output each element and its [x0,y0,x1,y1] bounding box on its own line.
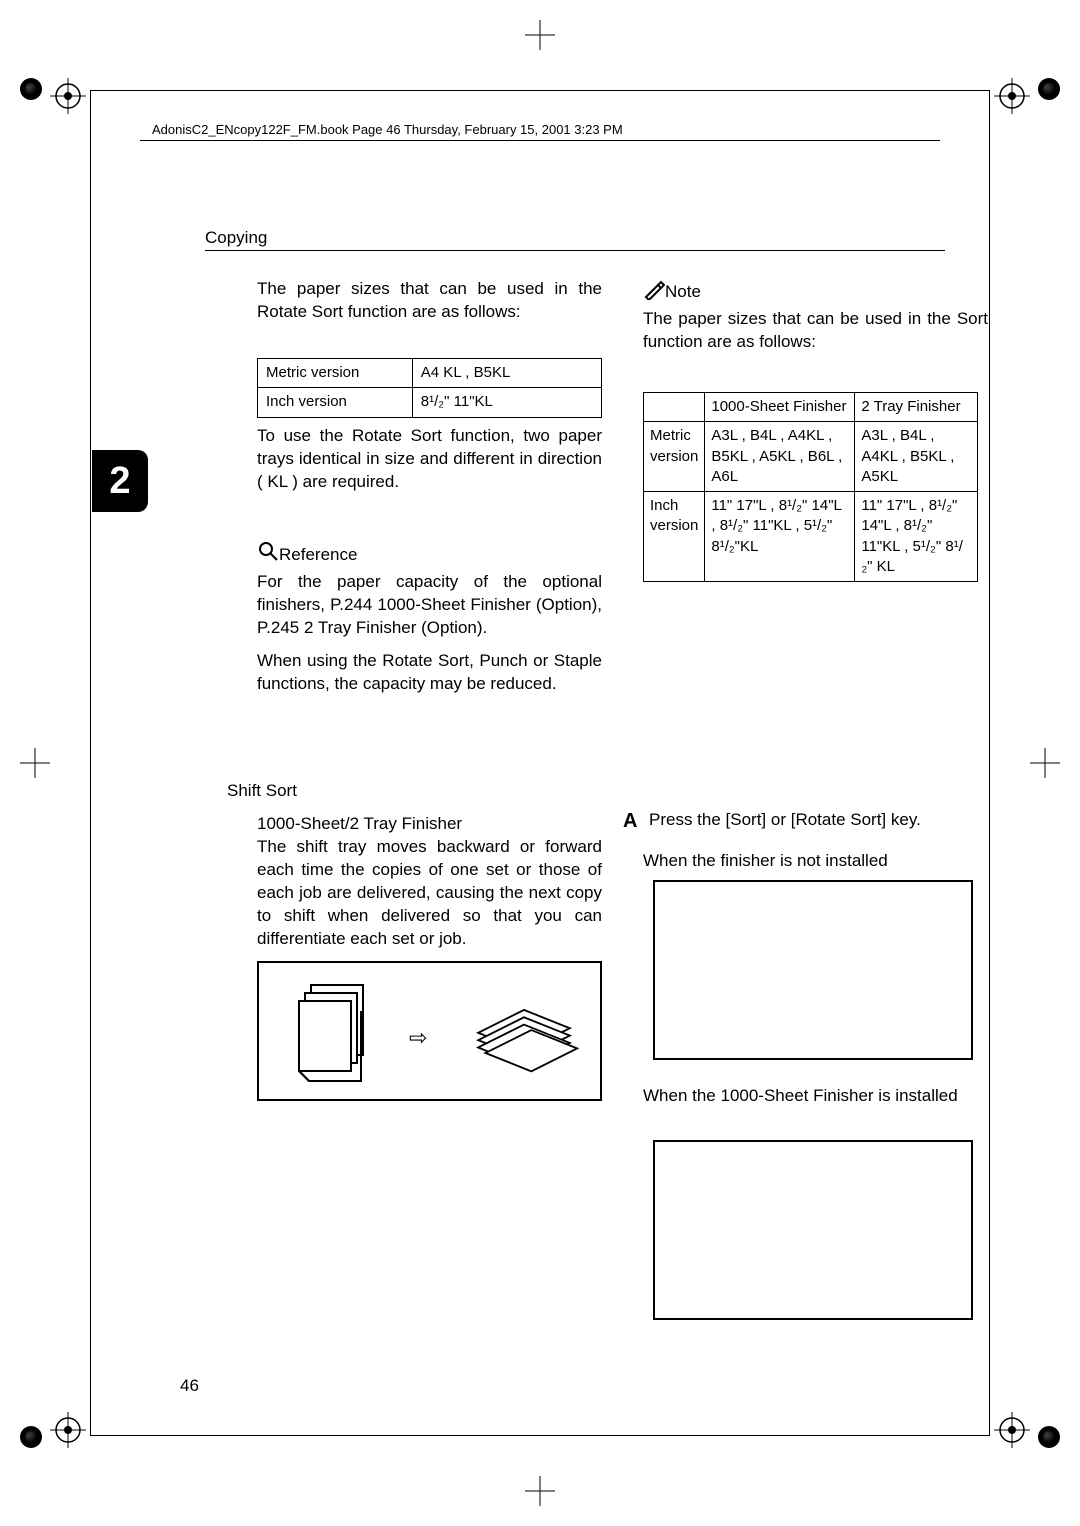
t1-r1c0: Inch version [258,388,413,417]
caption-1: When the finisher is not installed [643,850,988,873]
screenshot-placeholder-2 [653,1140,973,1320]
sort-table: 1000-Sheet Finisher 2 Tray Finisher Metr… [643,392,988,582]
book-header-line: AdonisC2_ENcopy122F_FM.book Page 46 Thur… [152,122,623,137]
page-number: 46 [180,1376,199,1396]
t2-r0c2: A3L , B4L , A4KL , B5KL , A5KL [855,422,978,492]
t2-r1c2: 11" 17"L , 8¹/₂" 14"L , 8¹/₂" 11"KL , 5¹… [855,492,978,582]
note-block: Note The paper sizes that can be used in… [643,278,988,358]
t2-h2: 2 Tray Finisher [855,393,978,422]
step-a: APress the [Sort] or [Rotate Sort] key. [623,808,988,832]
t2-r1c0: Inch version [644,492,705,582]
arrow-right-icon: ⇨ [409,1023,427,1053]
rotate-sort-table: Metric version A4 KL , B5KL Inch version… [257,358,602,418]
t2-r0c0: Metric version [644,422,705,492]
caption-2: When the 1000-Sheet Finisher is installe… [643,1085,988,1108]
crop-line-top [90,90,990,91]
intro-text: The paper sizes that can be used in the … [257,278,602,324]
step-a-icon: A [623,808,645,830]
section-title: Copying [205,228,267,248]
crop-cross-top [525,20,555,50]
registration-mark-bl [50,1412,86,1448]
crop-dot-tl [20,78,42,100]
document-page: { "meta": { "headerline": "AdonisC2_ENco… [0,0,1080,1526]
reference-icon [257,540,279,558]
crop-line-left [90,90,91,1436]
note-heading: Note [665,282,701,301]
shift-sort-body: 1000-Sheet/2 Tray Finisher The shift tra… [227,813,602,951]
t2-h0 [644,393,705,422]
reference-heading: Reference [279,545,357,564]
note-body: The paper sizes that can be used in the … [643,308,988,354]
t1-r0c0: Metric version [258,359,413,388]
t2-r1c1: 11" 17"L , 8¹/₂" 14"L , 8¹/₂" 11"KL , 5¹… [705,492,855,582]
reference-body-2: When using the Rotate Sort, Punch or Sta… [257,650,602,696]
crop-dot-tr [1038,78,1060,100]
crop-dot-bl [20,1426,42,1448]
t2-r0c1: A3L , B4L , A4KL , B5KL , A5KL , B6L , A… [705,422,855,492]
paper-stack-before-icon [289,977,379,1087]
shift-sort-figure: ⇨ [257,961,602,1101]
shift-sort-block: Shift Sort 1000-Sheet/2 Tray Finisher Th… [227,780,602,1101]
step-a-text: Press the [Sort] or [Rotate Sort] key. [649,810,921,829]
registration-mark-br [994,1412,1030,1448]
reference-body-1: For the paper capacity of the optional f… [257,571,602,640]
crop-line-bottom [90,1435,990,1436]
use-note: To use the Rotate Sort function, two pap… [257,425,602,494]
reference-block: Reference For the paper capacity of the … [257,540,602,700]
section-rule [205,250,945,251]
screenshot-placeholder-1 [653,880,973,1060]
crop-cross-right [1030,748,1060,778]
t2-h1: 1000-Sheet Finisher [705,393,855,422]
t1-r1c1: 8¹/₂" 11"KL [412,388,601,417]
left-intro: The paper sizes that can be used in the … [257,278,602,328]
crop-line-right [989,90,990,1436]
registration-mark-tr [994,78,1030,114]
chapter-tab: 2 [92,450,148,512]
crop-dot-br [1038,1426,1060,1448]
shift-sort-heading: Shift Sort [227,780,602,803]
paper-stack-after-icon [469,987,579,1087]
registration-mark-tl [50,78,86,114]
header-rule [140,140,940,141]
note-icon [643,278,665,296]
crop-cross-bottom [525,1476,555,1506]
crop-cross-left [20,748,50,778]
t1-r0c1: A4 KL , B5KL [412,359,601,388]
